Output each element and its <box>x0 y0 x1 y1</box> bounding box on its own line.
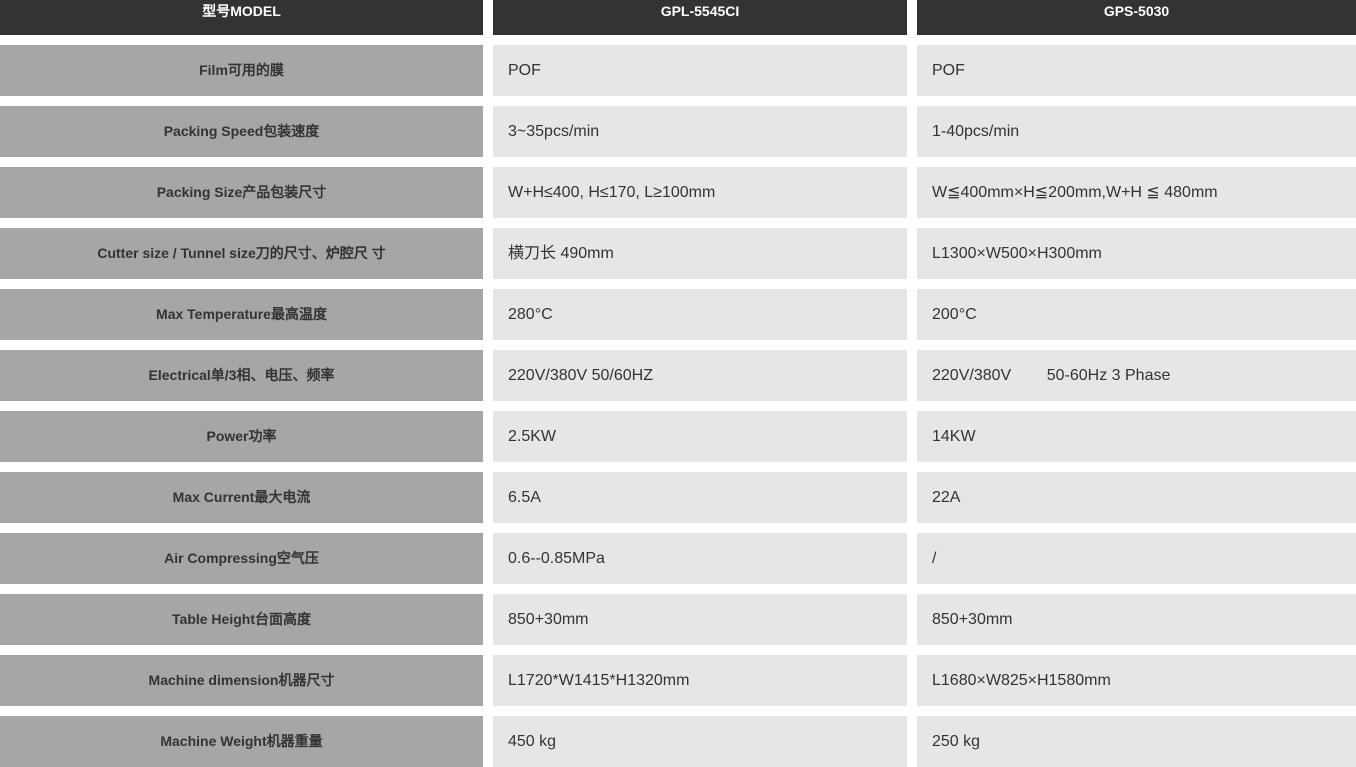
spec-label: Machine dimension机器尺寸 <box>0 655 483 706</box>
table-row: Packing Size产品包装尺寸 W+H≤400, H≤170, L≥100m… <box>0 167 1356 218</box>
table-row: Electrical单/3相、电压、频率 220V/380V 50/60HZ 220… <box>0 350 1356 401</box>
spec-value-model-2: 200°C <box>917 289 1356 340</box>
table-row: Film可用的膜 POF POF <box>0 45 1356 96</box>
table-row: Power功率 2.5KW 14KW <box>0 411 1356 462</box>
spec-value-model-2: 220V/380V 50-60Hz 3 Phase <box>917 350 1356 401</box>
spec-label: Max Current最大电流 <box>0 472 483 523</box>
spec-label: Power功率 <box>0 411 483 462</box>
table-row: Max Temperature最高温度 280°C 200°C <box>0 289 1356 340</box>
spec-value-model-1: 280°C <box>493 289 907 340</box>
spec-value-model-1: W+H≤400, H≤170, L≥100mm <box>493 167 907 218</box>
spec-value-model-2: 1-40pcs/min <box>917 106 1356 157</box>
spec-label: Packing Size产品包装尺寸 <box>0 167 483 218</box>
spec-value-model-2: 850+30mm <box>917 594 1356 645</box>
table-row: Max Current最大电流 6.5A 22A <box>0 472 1356 523</box>
spec-value-model-2: L1680×W825×H1580mm <box>917 655 1356 706</box>
spec-value-model-1: 3~35pcs/min <box>493 106 907 157</box>
header-model-2: GPS-5030 <box>917 0 1356 35</box>
spec-label: Electrical单/3相、电压、频率 <box>0 350 483 401</box>
spec-value-model-2: POF <box>917 45 1356 96</box>
spec-label: Cutter size / Tunnel size刀的尺寸、炉腔尺 寸 <box>0 228 483 279</box>
spec-label: Air Compressing空气压 <box>0 533 483 584</box>
spec-value-model-2: L1300×W500×H300mm <box>917 228 1356 279</box>
spec-value-model-1: 450 kg <box>493 716 907 767</box>
spec-value-model-1: 0.6--0.85MPa <box>493 533 907 584</box>
spec-value-model-1: 6.5A <box>493 472 907 523</box>
spec-label: Max Temperature最高温度 <box>0 289 483 340</box>
spec-value-model-1: POF <box>493 45 907 96</box>
spec-label: Machine Weight机器重量 <box>0 716 483 767</box>
table-row: Packing Speed包装速度 3~35pcs/min 1-40pcs/min <box>0 106 1356 157</box>
spec-value-model-2: / <box>917 533 1356 584</box>
spec-value-model-2: 22A <box>917 472 1356 523</box>
spec-value-model-1: 2.5KW <box>493 411 907 462</box>
table-row: Air Compressing空气压 0.6--0.85MPa / <box>0 533 1356 584</box>
table-row: Machine Weight机器重量 450 kg 250 kg <box>0 716 1356 767</box>
spec-value-model-1: 850+30mm <box>493 594 907 645</box>
spec-label: Film可用的膜 <box>0 45 483 96</box>
spec-value-model-2: 250 kg <box>917 716 1356 767</box>
spec-value-model-2: 14KW <box>917 411 1356 462</box>
table-row: Table Height台面高度 850+30mm 850+30mm <box>0 594 1356 645</box>
header-model-label: 型号MODEL <box>0 0 483 35</box>
spec-value-model-2: W≦400mm×H≦200mm,W+H ≦ 480mm <box>917 167 1356 218</box>
spec-value-model-1: 横刀长 490mm <box>493 228 907 279</box>
spec-label: Table Height台面高度 <box>0 594 483 645</box>
spec-label: Packing Speed包装速度 <box>0 106 483 157</box>
spec-value-model-1: L1720*W1415*H1320mm <box>493 655 907 706</box>
spec-value-model-1: 220V/380V 50/60HZ <box>493 350 907 401</box>
table-row: Cutter size / Tunnel size刀的尺寸、炉腔尺 寸横刀长 4… <box>0 228 1356 279</box>
table-row: Machine dimension机器尺寸 L1720*W1415*H1320mm… <box>0 655 1356 706</box>
header-model-1: GPL-5545CI <box>493 0 907 35</box>
